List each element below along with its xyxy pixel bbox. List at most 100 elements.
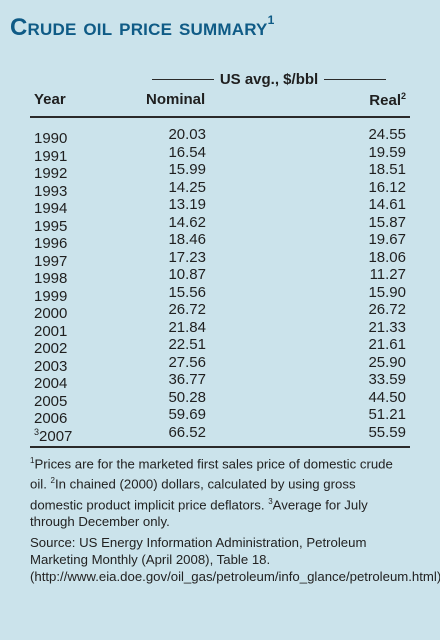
real-cell: 44.50 <box>368 388 406 406</box>
real-cell: 19.67 <box>368 231 406 248</box>
nominal-cell: 16.54 <box>168 143 206 161</box>
nominal-cell: 22.51 <box>168 336 206 353</box>
table-body: 1990 20.03 24.55 1991 16.54 19.59 1992 15.99 18.… <box>30 126 410 445</box>
year-value: 2001 <box>34 322 68 340</box>
table-row: 2005 50.28 44.50 <box>30 388 410 410</box>
table-row: 2000 26.72 26.72 <box>30 301 410 322</box>
year-value: 2006 <box>34 410 68 427</box>
nominal-cell: 14.62 <box>168 213 206 231</box>
nominal-cell: 36.77 <box>168 371 206 388</box>
note-1-marker: 1 <box>30 456 35 465</box>
note-3-marker: 3 <box>268 496 273 506</box>
year-cell: 1996 <box>34 231 67 253</box>
year-cell: 2005 <box>34 389 67 411</box>
year-value: 2003 <box>34 357 68 375</box>
real-cell: 15.90 <box>368 283 406 301</box>
note-1-text: Prices are for the marketed first sales … <box>30 456 393 492</box>
real-cell: 21.61 <box>368 336 406 353</box>
table-row: 1992 15.99 18.51 <box>30 161 410 182</box>
column-header-nominal: Nominal <box>146 91 206 108</box>
real-cell: 25.90 <box>368 353 406 371</box>
group-header-left-rule <box>152 78 214 81</box>
column-header-real: Real2 <box>369 91 406 109</box>
header-divider <box>30 116 410 118</box>
year-cell: 2003 <box>34 354 67 376</box>
nominal-cell: 20.03 <box>168 126 206 143</box>
real-cell: 55.59 <box>368 423 406 441</box>
table-row: 1997 17.23 18.06 <box>30 248 410 270</box>
table-row: 1990 20.03 24.55 <box>30 126 410 147</box>
year-cell: 2004 <box>34 371 67 393</box>
title-footnote-marker: 1 <box>267 13 275 27</box>
year-cell: 1992 <box>34 161 67 183</box>
group-header-right-rule <box>324 78 387 81</box>
note-3-text: Average for July through December only. <box>30 497 368 530</box>
year-cell: 1990 <box>34 126 67 148</box>
real-cell: 11.27 <box>369 266 406 283</box>
year-cell: 1997 <box>34 249 67 271</box>
column-header-year: Year <box>34 91 66 108</box>
year-value: 1994 <box>34 200 68 217</box>
year-cell: 2006 <box>34 406 67 428</box>
nominal-cell: 14.25 <box>168 178 206 196</box>
nominal-cell: 66.52 <box>168 423 206 441</box>
real-cell: 16.12 <box>368 178 406 196</box>
table-row: 1998 10.87 11.27 <box>30 266 410 287</box>
year-value: 2002 <box>34 340 68 357</box>
real-cell: 18.06 <box>368 248 406 266</box>
table-row: 2006 59.69 51.21 <box>30 406 410 427</box>
table-row: 1995 14.62 15.87 <box>30 213 410 235</box>
year-value: 1996 <box>34 235 68 252</box>
nominal-cell: 26.72 <box>168 301 206 318</box>
year-footnote-marker: 3 <box>34 426 40 437</box>
real-cell: 33.59 <box>368 371 406 388</box>
nominal-cell: 13.19 <box>168 196 206 213</box>
title-text: Crude oil price summary <box>10 14 268 41</box>
real-footnote-marker: 2 <box>400 91 406 101</box>
table-row: 2002 22.51 21.61 <box>30 336 410 357</box>
table-row: 2004 36.77 33.59 <box>30 371 410 392</box>
year-cell: 2001 <box>34 319 67 341</box>
footnotes: 1Prices are for the marketed first sales… <box>30 452 410 530</box>
year-cell: 2000 <box>34 301 67 323</box>
year-cell: 32007 <box>34 424 72 446</box>
table-row: 1994 13.19 14.61 <box>30 196 410 217</box>
year-value: 2004 <box>34 375 68 392</box>
table-row: 1993 14.25 16.12 <box>30 178 410 200</box>
table-row: 1999 15.56 15.90 <box>30 283 410 305</box>
year-value: 2007 <box>39 427 73 445</box>
note-2-marker: 2 <box>50 476 55 486</box>
real-cell: 19.59 <box>368 143 406 161</box>
year-value: 2000 <box>34 305 68 322</box>
real-cell: 18.51 <box>368 161 406 178</box>
year-cell: 2002 <box>34 336 67 358</box>
table-row: 2001 21.84 21.33 <box>30 318 410 340</box>
column-group-header: US avg., $/bbl <box>146 71 392 88</box>
nominal-cell: 50.28 <box>168 388 206 406</box>
nominal-cell: 15.56 <box>168 283 206 301</box>
real-cell: 51.21 <box>368 406 406 423</box>
table-row: 2003 27.56 25.90 <box>30 353 410 375</box>
year-value: 2005 <box>34 392 68 410</box>
real-cell: 15.87 <box>368 213 406 231</box>
year-value: 1991 <box>34 147 68 165</box>
nominal-cell: 21.84 <box>168 318 206 336</box>
year-value: 1992 <box>34 165 68 182</box>
year-cell: 1998 <box>34 266 67 288</box>
real-cell: 26.72 <box>368 301 406 318</box>
nominal-cell: 27.56 <box>168 353 206 371</box>
real-cell: 24.55 <box>368 126 406 143</box>
column-header-real-label: Real <box>369 92 401 109</box>
nominal-cell: 10.87 <box>168 266 206 283</box>
note-2-text: In chained (2000) dollars, calculated by… <box>30 476 356 513</box>
year-value: 1997 <box>34 252 68 270</box>
group-header-label: US avg., $/bbl <box>219 71 319 88</box>
nominal-cell: 18.46 <box>168 231 206 248</box>
year-value: 1993 <box>34 182 68 200</box>
table-row: 1991 16.54 19.59 <box>30 143 410 165</box>
year-cell: 1994 <box>34 196 67 218</box>
source-note: Source: US Energy Information Administra… <box>30 535 440 584</box>
table-row: 1996 18.46 19.67 <box>30 231 410 252</box>
real-cell: 21.33 <box>368 318 406 336</box>
year-cell: 1991 <box>34 144 67 166</box>
